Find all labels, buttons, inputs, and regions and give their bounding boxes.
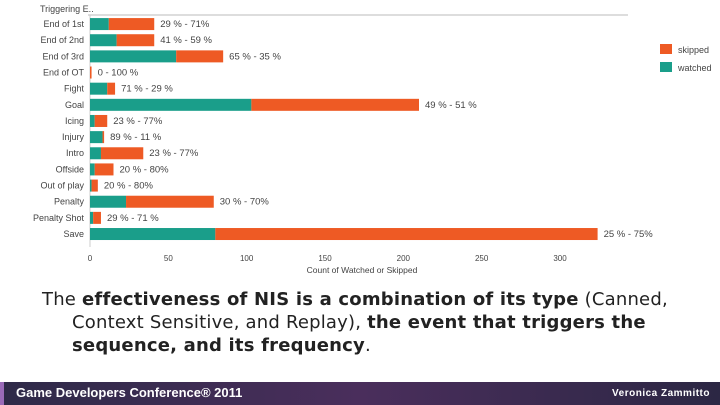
x-tick-label: 150 [318,254,332,263]
caption-plain: (Canned, Context Sensitive, and Replay), [72,289,668,333]
caption-bold-1: effectiveness of NIS is a combination of… [82,289,579,310]
bar-skipped [215,228,598,241]
caption-prefix: The [42,289,82,310]
footer-accent [0,382,4,405]
bar-watched [90,131,103,144]
data-label: 65 % - 35 % [229,51,281,62]
bar-watched [90,195,127,208]
bar-watched [90,34,117,47]
bar-skipped [91,179,98,192]
data-label: 29 % - 71% [160,19,210,30]
data-label: 29 % - 71 % [107,213,159,224]
legend-label-skipped: skipped [678,45,709,55]
bar-watched [90,163,95,176]
bar-watched [90,114,95,127]
category-label: End of 2nd [40,35,84,45]
bar-skipped [90,66,92,79]
legend-swatch-skipped [660,44,672,54]
data-label: 41 % - 59 % [160,35,212,46]
bar-skipped [251,98,419,111]
category-label: Penalty Shot [33,213,85,223]
bar-watched [90,98,252,111]
data-label: 71 % - 29 % [121,84,173,95]
caption-bold-2: the event that triggers the sequence, an… [72,312,646,356]
bar-watched [90,211,94,224]
data-label: 89 % - 11 % [110,132,162,143]
bar-watched [90,50,177,63]
bar-skipped [100,147,144,160]
category-label: Offside [56,164,84,174]
chart-title: Triggering E.. [40,4,94,14]
x-tick-label: 50 [164,254,173,263]
category-label: Intro [66,148,84,158]
category-label: Goal [65,100,84,110]
bar-skipped [126,195,214,208]
footer-author: Veronica Zammitto [612,388,710,399]
bar-watched [90,18,109,31]
bar-skipped [116,34,155,47]
x-tick-label: 100 [240,254,254,263]
category-label: Fight [64,84,85,94]
bar-watched [90,179,92,192]
bar-watched [90,228,216,241]
category-label: Out of play [40,181,84,191]
footer-bar: Game Developers Conference® 2011 Veronic… [0,382,720,405]
data-label: 0 - 100 % [98,67,139,78]
data-label: 23 % - 77% [113,116,163,127]
x-tick-label: 200 [397,254,411,263]
bar-skipped [176,50,224,63]
bar-skipped [107,82,116,95]
legend-swatch-watched [660,62,672,72]
data-label: 25 % - 75% [604,229,654,240]
caption-end: . [364,335,371,356]
caption: The effectiveness of NIS is a combinatio… [42,288,720,357]
x-axis-label: Count of Watched or Skipped [307,265,418,275]
category-label: Icing [65,116,84,126]
category-label: Injury [62,132,85,142]
data-label: 20 % - 80% [120,164,170,175]
x-tick-label: 0 [88,254,93,263]
footer-conference: Game Developers Conference® 2011 [16,385,243,400]
bar-skipped [94,114,108,127]
bar-skipped [102,131,105,144]
category-label: End of OT [43,67,85,77]
category-label: End of 1st [43,19,84,29]
category-label: End of 3rd [42,51,84,61]
legend-label-watched: watched [677,63,712,73]
category-label: Penalty [54,197,85,207]
bar-skipped [93,211,101,224]
x-tick-label: 300 [553,254,567,263]
bar-watched [90,82,108,95]
stacked-bar-chart: Triggering E.. End of 1st 29 % - 71% End of… [33,4,712,275]
data-label: 23 % - 77% [149,148,199,159]
data-label: 30 % - 70% [220,197,270,208]
bar-watched [90,147,101,160]
category-label: Save [63,229,84,239]
bar-skipped [94,163,114,176]
bar-skipped [108,18,155,31]
x-tick-label: 250 [475,254,489,263]
data-label: 20 % - 80% [104,181,154,192]
data-label: 49 % - 51 % [425,100,477,111]
